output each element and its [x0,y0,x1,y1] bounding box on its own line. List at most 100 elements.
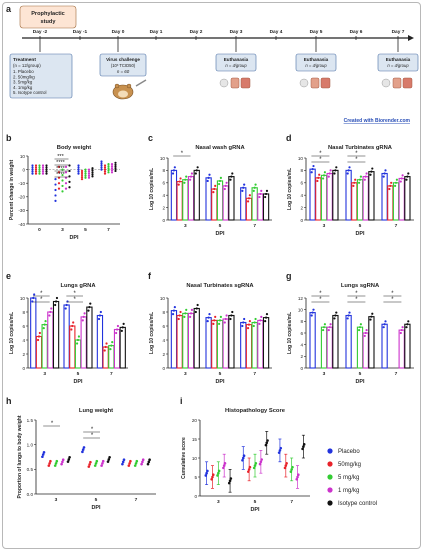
data-point [312,164,315,168]
x-tick-label: 5 [219,223,222,229]
data-point-5-mg/kg [291,465,294,469]
bar-50mg/kg [387,185,394,221]
lung-tissue-icon [230,77,240,89]
data-point [384,320,387,323]
data-point [406,323,409,326]
legend-label: Placebo [338,449,360,455]
bar-50mg/kg [69,325,76,369]
data-point [334,169,337,172]
y-axis-label: Log 10 copies/mL [287,168,293,210]
data-point-1-mg/kg [61,460,64,464]
euthanasia-n: n = 4/group [305,63,327,68]
data-point-placebo [204,474,208,477]
y-tick-label: 10 [20,296,26,301]
data-point-placebo [100,166,103,169]
data-point-50mg/kg [80,169,84,173]
data-point-isotype-control [66,460,70,463]
data-point [231,172,234,175]
treatment-title: Treatment [13,57,36,63]
data-point-1-mg/kg [222,466,225,470]
data-point [405,326,408,329]
data-point-placebo [31,172,34,175]
data-point [247,323,251,326]
data-point-50mg/kg [103,170,107,173]
x-tick-label: 7 [395,371,398,377]
panel-letter-e: e [6,271,11,281]
data-point-isotype-control [91,167,94,170]
data-point-50mg/kg [128,462,131,465]
panel-c: c Nasal wash gRNA 10 8 6 4 2 0 Log 10 copies/mL D… [148,133,272,237]
bar-1-mg/kg [362,332,369,369]
bar-1-mg/kg [398,329,405,369]
data-point-placebo [31,168,34,171]
data-point-50mg/kg [80,173,84,177]
data-point-isotype-control [264,443,268,447]
bar-5-mg/kg [182,312,189,369]
data-point [224,317,227,321]
legend-marker [327,448,333,454]
panel-e: e Lungs gRNA 10 8 6 4 2 0 Log 10 copies/mL DPI 3 5 7… [6,271,128,385]
data-point-50mg/kg [248,465,252,469]
significance-star: * [319,151,322,157]
data-point-50mg/kg [87,465,91,468]
hamster-ear [114,83,120,89]
euthanasia-box [377,53,419,72]
data-point-1-mg/kg [110,165,114,168]
legend-label: 50mg/kg [338,462,361,468]
timeline-day-label: Day -2 [33,29,48,35]
data-point [65,303,68,307]
x-tick-label: 7 [253,371,256,377]
bar-5-mg/kg [251,321,258,369]
data-point [383,323,386,326]
data-point-1-mg/kg [64,165,68,168]
data-point [253,321,256,324]
data-point-1-mg/kg [64,182,68,185]
panel-title: Body weight [57,145,92,151]
data-point [260,189,263,192]
data-point-isotype-control [266,439,269,442]
y-tick-label: 2 [22,352,25,357]
data-point-50mg/kg [103,166,107,169]
data-point [358,178,362,181]
significance-star: **** [56,172,66,178]
data-point [241,324,244,328]
data-point-50mg/kg [80,175,84,179]
legend-marker [327,474,333,480]
data-point [358,181,361,184]
data-point-placebo [121,462,124,466]
data-point-5-mg/kg [53,464,57,467]
bar-5-mg/kg [74,339,82,369]
data-point [259,192,262,196]
data-point-5-mg/kg [107,163,110,166]
data-point [223,187,226,191]
data-point [71,324,74,328]
y-tick-label: -40 [18,222,25,227]
virus-challenge-box [99,53,147,77]
data-point [318,173,321,176]
data-point-5-mg/kg [84,176,87,179]
data-point [327,175,330,178]
data-point [363,334,366,338]
bar-isotype-control [368,171,375,221]
y-tick-label: 20 [192,418,198,423]
x-tick-label: 3 [323,371,326,377]
data-point-1-mg/kg [297,473,300,477]
tissue-sample-icon [402,77,413,89]
x-tick-label: 7 [395,223,398,229]
data-point-isotype-control [114,167,117,171]
data-point-5-mg/kg [107,165,110,168]
data-point [208,173,211,176]
data-point-placebo [54,199,57,202]
data-point-1-mg/kg [64,187,68,190]
data-point-5-mg/kg [54,462,58,465]
data-point-isotype-control [148,458,151,462]
data-point-isotype-control [229,477,233,480]
data-point [264,320,267,323]
bar-5-mg/kg [216,180,224,221]
data-point-1-mg/kg [110,169,114,172]
data-point [99,310,102,314]
data-point-placebo [31,166,34,169]
data-point-placebo [41,455,44,459]
data-point [354,178,357,181]
